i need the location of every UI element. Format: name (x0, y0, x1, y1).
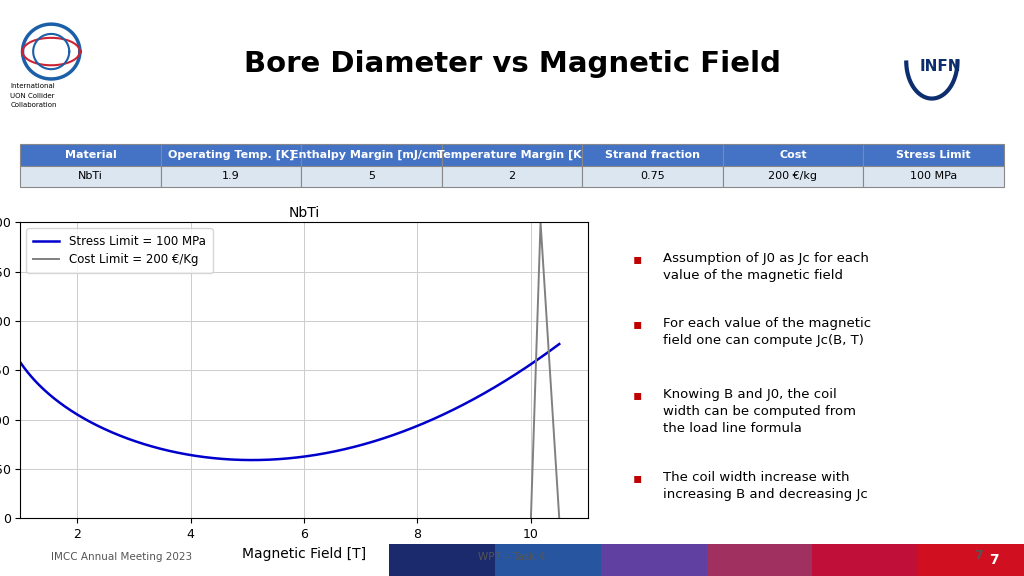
Text: For each value of the magnetic
field one can compute Jc(B, T): For each value of the magnetic field one… (664, 317, 871, 347)
Text: Collaboration: Collaboration (10, 103, 56, 108)
Stress Limit = 100 MPa (553, 340, 565, 347)
Text: WP7 – Task 4: WP7 – Task 4 (478, 552, 546, 562)
Stress Limit = 100 MPa (538, 352, 550, 359)
Text: Knowing B and J0, the coil
width can be computed from
the load line formula: Knowing B and J0, the coil width can be … (664, 388, 856, 435)
Text: ▪: ▪ (633, 388, 642, 402)
Text: Assumption of J0 as Jc for each
value of the magnetic field: Assumption of J0 as Jc for each value of… (664, 252, 869, 282)
Text: 7: 7 (989, 554, 998, 567)
Text: 7: 7 (974, 548, 983, 562)
Line: Stress Limit = 100 MPa: Stress Limit = 100 MPa (20, 344, 559, 460)
Bar (707, 544, 812, 576)
Title: NbTi: NbTi (289, 206, 319, 220)
Text: INFN: INFN (920, 59, 961, 74)
Text: UON Collider: UON Collider (10, 93, 54, 98)
Text: Bore Diameter vs Magnetic Field: Bore Diameter vs Magnetic Field (244, 50, 780, 78)
Bar (495, 544, 601, 576)
Cost Limit = 200 €/Kg (535, 219, 547, 226)
Text: ▪: ▪ (633, 317, 642, 331)
Bar (919, 544, 1024, 576)
Text: ▪: ▪ (633, 471, 642, 485)
Stress Limit = 100 MPa (439, 410, 452, 417)
Stress Limit = 100 MPa (262, 456, 274, 463)
Cost Limit = 200 €/Kg (553, 515, 565, 522)
Text: International: International (10, 83, 55, 89)
Cost Limit = 200 €/Kg (553, 515, 565, 522)
Cost Limit = 200 €/Kg (524, 515, 537, 522)
Bar (389, 544, 495, 576)
Stress Limit = 100 MPa (246, 457, 258, 464)
Stress Limit = 100 MPa (538, 352, 550, 359)
Legend: Stress Limit = 100 MPa, Cost Limit = 200 €/Kg: Stress Limit = 100 MPa, Cost Limit = 200… (27, 228, 213, 273)
Text: IMCC Annual Meeting 2023: IMCC Annual Meeting 2023 (51, 552, 193, 562)
Bar (812, 544, 919, 576)
X-axis label: Magnetic Field [T]: Magnetic Field [T] (242, 547, 367, 560)
Line: Cost Limit = 200 €/Kg: Cost Limit = 200 €/Kg (530, 222, 559, 518)
Stress Limit = 100 MPa (276, 456, 289, 463)
Bar (601, 544, 707, 576)
Text: ▪: ▪ (633, 252, 642, 266)
Text: The coil width increase with
increasing B and decreasing Jc: The coil width increase with increasing … (664, 471, 868, 501)
Stress Limit = 100 MPa (14, 359, 27, 366)
Stress Limit = 100 MPa (42, 390, 54, 397)
